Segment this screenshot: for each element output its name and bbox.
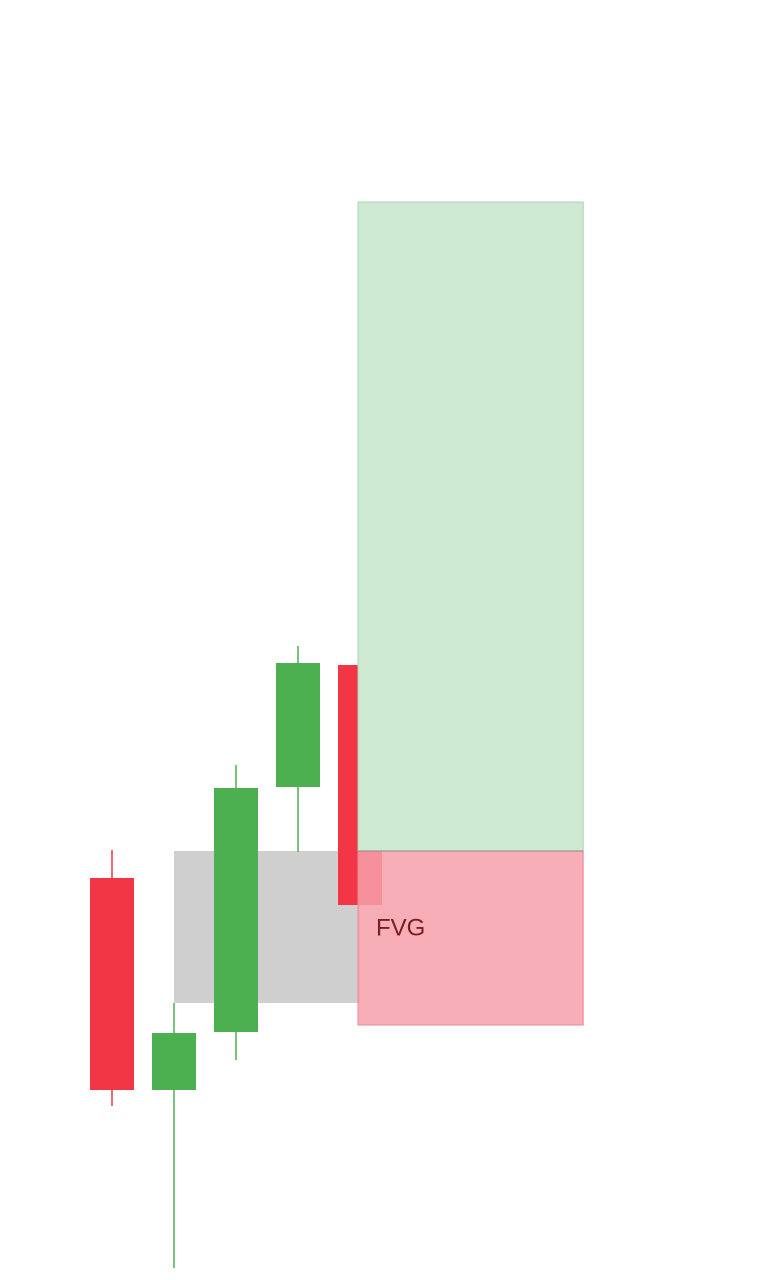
bullish-candle-3	[214, 765, 258, 1060]
fvg-zone	[174, 851, 360, 1003]
stop-zone	[357, 850, 584, 1026]
target-zone	[357, 201, 584, 852]
zones-layer	[174, 851, 360, 1003]
candle-body	[214, 788, 258, 1032]
bullish-candle-4	[276, 646, 320, 852]
candle-body	[152, 1033, 196, 1090]
candle-body	[90, 878, 134, 1090]
overlay-layer	[357, 201, 584, 1026]
candle-body	[276, 663, 320, 787]
bearish-candle-1	[90, 850, 134, 1106]
labels-layer: FVG	[376, 914, 425, 941]
bullish-candle-2	[152, 1003, 196, 1268]
fvg-label: FVG	[376, 914, 425, 941]
